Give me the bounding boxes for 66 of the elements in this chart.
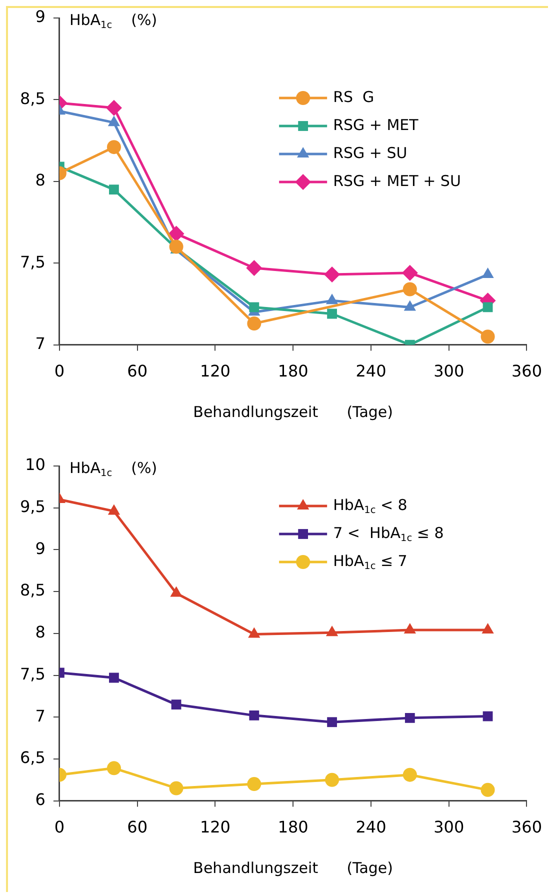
point [246, 260, 262, 276]
point [106, 761, 121, 776]
point [482, 623, 494, 634]
point [402, 282, 417, 296]
x-tick-label: 120 [200, 362, 230, 381]
y-tick-label: 8 [35, 170, 46, 190]
y-tick-label: 8,5 [20, 580, 46, 600]
point [482, 302, 493, 312]
point [169, 781, 184, 796]
point [480, 330, 495, 344]
x-tick-label: 240 [356, 818, 386, 837]
legend-label: RSG + MET + SU [333, 172, 461, 190]
x-tick-label: 0 [54, 818, 65, 837]
point [404, 712, 415, 723]
y-tick-label: 7,5 [20, 252, 46, 272]
x-axis-title: Behandlungszeit (Tage) [193, 858, 394, 877]
y-tick-label: 7,5 [20, 664, 46, 684]
y-tick-label: 9 [35, 538, 46, 558]
legend-label: RSG + MET [333, 116, 420, 134]
legend-label: RS G [333, 88, 374, 106]
y-tick-label: 7 [35, 334, 46, 353]
point [106, 100, 122, 116]
x-tick-label: 300 [434, 362, 464, 381]
x-tick-label: 300 [434, 818, 464, 837]
y-tick-label: 6 [35, 790, 46, 809]
y-tick-label: 8,5 [20, 88, 46, 108]
x-tick-label: 120 [200, 818, 230, 837]
point [109, 184, 119, 195]
point [108, 504, 120, 515]
point [171, 700, 182, 710]
point [404, 623, 416, 634]
x-tick-label: 240 [356, 362, 386, 381]
point [247, 316, 262, 331]
y-tick-label: 10 [25, 455, 46, 474]
point [402, 768, 417, 782]
x-tick-label: 180 [278, 362, 308, 381]
point [480, 782, 495, 797]
point [326, 626, 338, 636]
point [327, 717, 337, 728]
x-tick-label: 0 [54, 362, 65, 381]
point [327, 308, 337, 319]
x-tick-label: 60 [127, 818, 148, 837]
y-tick-label: 8 [35, 622, 46, 642]
point [168, 226, 184, 242]
y-tick-label: 9 [35, 7, 46, 26]
point [247, 777, 262, 792]
point [324, 266, 340, 283]
point [482, 711, 493, 722]
point [106, 140, 121, 154]
legend-label: RSG + SU [333, 144, 408, 162]
point [169, 240, 184, 254]
x-tick-label: 180 [278, 818, 308, 837]
point [170, 586, 182, 597]
y-tick-label: 9,5 [20, 497, 46, 516]
x-tick-label: 60 [127, 362, 148, 381]
point [109, 672, 119, 683]
point [248, 627, 260, 638]
point [402, 264, 418, 281]
x-axis-title: Behandlungszeit (Tage) [193, 402, 394, 421]
x-tick-label: 360 [511, 818, 542, 837]
y-tick-label: 7 [35, 706, 46, 726]
x-tick-label: 360 [511, 362, 542, 381]
point [325, 772, 340, 787]
point [249, 302, 260, 312]
point [249, 710, 260, 720]
y-tick-label: 6,5 [20, 748, 46, 768]
